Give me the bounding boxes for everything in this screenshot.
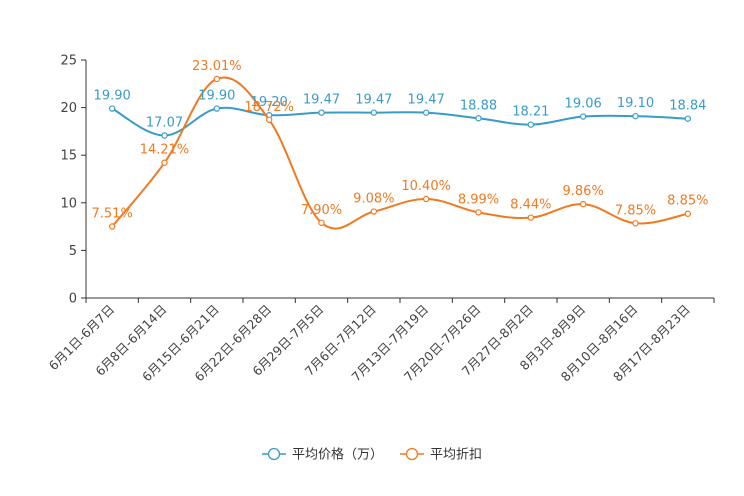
data-point [422,195,430,203]
series-line-0 [111,106,688,137]
data-labels: 19.90 17.07 19.90 19.20 19.47 19.47 19.47 18.88… [92,59,709,222]
data-label: 18.21 [512,105,549,120]
data-label: 8.44% [510,198,551,213]
y-tick-label: 20 [60,101,77,116]
data-point [370,208,378,215]
data-point [579,200,587,208]
data-label: 19.06 [565,97,602,112]
data-point [475,209,482,216]
data-label: 17.07 [146,115,183,130]
data-point [213,105,221,112]
data-point [475,115,482,122]
data-label: 9.08% [353,192,394,207]
y-tick-label: 15 [60,149,77,164]
data-label: 23.01% [192,59,242,74]
y-tick-label: 25 [60,54,77,69]
data-point [318,109,325,116]
data-point [108,105,116,112]
data-label: 19.20 [251,95,288,110]
data-point [579,113,587,120]
data-point [108,223,116,230]
data-label: 18.72% [244,100,294,115]
legend-label: 平均价格（万） [292,447,383,463]
data-label: 7.85% [615,203,656,218]
data-point [213,75,221,83]
series-layer [108,75,692,230]
data-label: 14.21% [140,143,190,158]
data-point [632,220,639,227]
data-point [684,115,692,122]
y-tick-label: 5 [69,244,77,259]
data-label: 19.47 [355,93,392,108]
legend-label: 平均折扣 [430,448,482,463]
data-point [161,159,168,166]
legend-marker [267,447,281,461]
data-label: 8.99% [458,192,499,207]
data-point [265,116,273,123]
y-tick-label: 0 [69,292,77,307]
data-point [632,112,639,120]
data-label: 19.47 [303,93,340,108]
data-point [161,132,168,139]
data-label: 18.88 [460,98,497,113]
y-tick-label: 10 [60,196,77,211]
data-point [318,219,325,226]
data-label: 19.47 [408,93,445,108]
legend-marker [405,447,419,461]
data-point [422,109,430,116]
data-label: 9.86% [563,184,604,199]
data-point [527,121,535,128]
legend: 平均价格（万） 平均折扣 [262,447,482,463]
data-label: 18.84 [669,99,706,114]
data-point [370,109,378,116]
data-label: 8.85% [667,194,708,209]
data-label: 19.90 [198,89,235,104]
data-label: 10.40% [401,179,451,194]
data-point [684,210,692,217]
data-point [527,214,535,221]
data-label: 7.51% [92,207,133,222]
data-label: 7.90% [301,203,342,218]
data-label: 19.10 [617,96,654,111]
data-label: 19.90 [94,89,131,104]
